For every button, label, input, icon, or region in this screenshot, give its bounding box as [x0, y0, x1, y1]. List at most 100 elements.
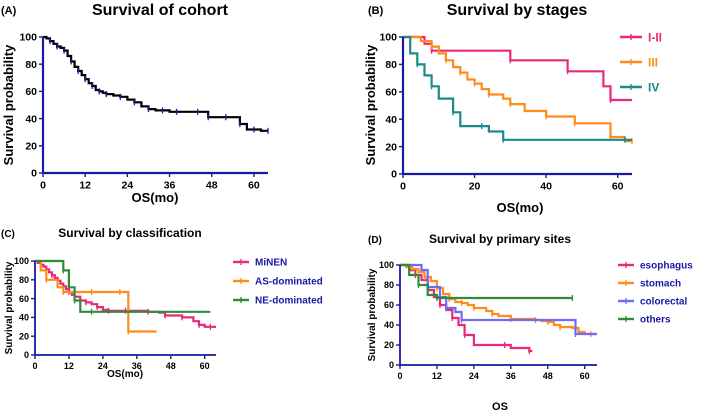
legend-label: AS-dominated	[255, 277, 323, 288]
legend-item: IV	[620, 80, 659, 94]
panel-label: (A)	[1, 5, 17, 17]
legend-label: others	[640, 315, 671, 326]
y-tick-label: 0	[24, 350, 29, 360]
series-line	[35, 259, 157, 333]
x-tick-label: 60	[248, 180, 260, 192]
legend-label: esophagus	[640, 261, 693, 272]
legend-item: esophagus	[618, 261, 693, 272]
chart-panel-4: (D) Survival by primary sites 0 20 40 60 80 100…	[367, 232, 693, 413]
series-esophagus	[400, 263, 533, 354]
x-tick-label: 20	[469, 181, 481, 193]
x-tick-label: 24	[469, 371, 479, 381]
y-tick-label: 0	[391, 169, 397, 181]
x-tick-label: 24	[122, 180, 134, 192]
legend-item: stomach	[618, 279, 681, 290]
legend-label: IV	[648, 80, 659, 94]
y-tick-label: 100	[379, 260, 394, 270]
series-line	[403, 35, 632, 102]
chart-title: Survival of cohort	[92, 2, 229, 19]
chart-panel-3: (C) Survival by classification 0 20 40 60 80 10…	[1, 226, 323, 380]
legend-label: NE-dominated	[255, 296, 323, 307]
legend: I-II III IV	[620, 30, 662, 94]
y-tick-label: 0	[31, 168, 37, 180]
series-iv	[403, 35, 632, 143]
legend-item: III	[620, 55, 658, 69]
series-line	[35, 259, 211, 313]
x-tick-label: 48	[166, 361, 176, 371]
series-minen	[35, 259, 216, 330]
y-tick-label: 60	[25, 86, 37, 98]
panel-label: (C)	[1, 229, 15, 240]
y-tick-label: 0	[389, 360, 394, 370]
series-line	[35, 259, 216, 328]
legend-label: I-II	[648, 30, 662, 44]
y-tick-label: 60	[384, 300, 394, 310]
y-tick-label: 20	[25, 140, 37, 152]
y-tick-label: 40	[25, 113, 37, 125]
legend: esophagus stomach colorectal others	[618, 261, 693, 326]
y-tick-label: 20	[19, 331, 29, 341]
series-line	[43, 35, 268, 132]
x-axis-label: OS(mo)	[107, 369, 143, 380]
y-axis-label: Survival probability	[363, 44, 378, 165]
x-axis-label: OS(mo)	[497, 200, 544, 215]
series-i-ii	[403, 35, 632, 104]
y-tick-label: 20	[385, 141, 397, 153]
panel-label: (D)	[368, 235, 382, 246]
legend-label: stomach	[640, 279, 681, 290]
legend-item: MiNEN	[233, 258, 287, 269]
legend-item: colorectal	[618, 297, 687, 308]
series-as-dominated	[35, 259, 157, 335]
legend-label: MiNEN	[255, 258, 287, 269]
y-tick-label: 100	[19, 32, 37, 44]
y-tick-label: 20	[384, 340, 394, 350]
y-tick-label: 60	[385, 86, 397, 98]
x-tick-label: 0	[32, 361, 37, 371]
y-tick-label: 100	[14, 256, 29, 266]
series-line	[400, 263, 573, 300]
y-tick-label: 80	[25, 59, 37, 71]
chart-panel-2: (B) Survival by stages 0 20 40 60 80 100 0 20 40 60…	[363, 2, 662, 215]
series-line	[403, 35, 632, 143]
x-tick-label: 0	[400, 181, 406, 193]
legend-label: III	[648, 55, 658, 69]
legend: MiNEN AS-dominated NE-dominated	[233, 258, 323, 307]
x-axis-label: OS	[492, 401, 508, 413]
x-tick-label: 36	[132, 361, 142, 371]
y-tick-label: 80	[19, 275, 29, 285]
legend-item: NE-dominated	[233, 296, 323, 307]
series-iii	[403, 35, 633, 145]
y-axis-label: Survival probability	[1, 44, 16, 165]
legend-label: colorectal	[640, 297, 687, 308]
x-tick-label: 0	[397, 371, 402, 381]
x-tick-label: 60	[580, 371, 590, 381]
x-tick-label: 12	[64, 361, 74, 371]
y-tick-label: 100	[379, 32, 397, 44]
series-line	[403, 35, 632, 141]
x-tick-label: 60	[612, 181, 624, 193]
x-tick-label: 12	[432, 371, 442, 381]
y-tick-label: 60	[19, 294, 29, 304]
x-tick-label: 36	[164, 180, 176, 192]
x-tick-label: 36	[506, 371, 516, 381]
y-axis-label: Survival probability	[4, 261, 15, 354]
y-tick-label: 40	[384, 320, 394, 330]
series-line	[400, 263, 597, 336]
legend-item: others	[618, 315, 671, 326]
chart-panel-1: (A) Survival of cohort 0 20 40 60 80 100 0 12 24 36…	[1, 2, 269, 205]
y-tick-label: 40	[19, 313, 29, 323]
chart-title: Survival by classification	[58, 226, 201, 240]
x-tick-label: 48	[543, 371, 553, 381]
series-line	[400, 263, 533, 353]
x-tick-label: 40	[540, 181, 552, 193]
y-axis-label: Survival probability	[367, 268, 378, 361]
series-stomach	[400, 263, 597, 337]
series-ne-dominated	[35, 259, 211, 315]
x-tick-label: 48	[206, 180, 218, 192]
y-tick-label: 40	[385, 114, 397, 126]
x-axis-label: OS(mo)	[132, 190, 179, 205]
x-tick-label: 24	[98, 361, 108, 371]
x-tick-label: 12	[79, 180, 91, 192]
legend-item: I-II	[620, 30, 662, 44]
